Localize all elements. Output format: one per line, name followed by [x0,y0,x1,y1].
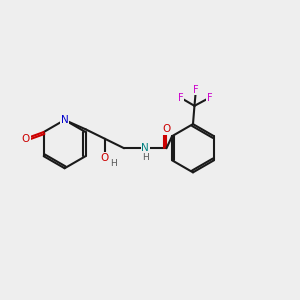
Text: H: H [110,159,117,168]
Text: F: F [193,85,199,94]
Text: H: H [142,153,149,162]
Text: N: N [61,115,68,125]
Text: O: O [22,134,30,144]
Text: F: F [207,93,213,103]
Text: O: O [162,124,171,134]
Text: N: N [141,143,149,153]
Text: O: O [101,153,109,163]
Text: F: F [178,93,183,103]
